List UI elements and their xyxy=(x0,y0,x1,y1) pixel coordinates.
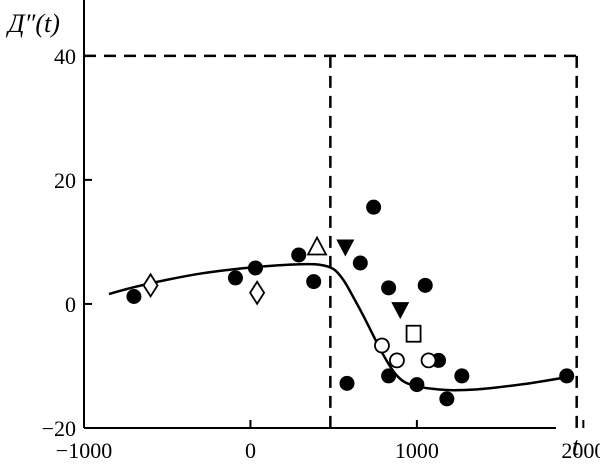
filled-circle-point xyxy=(306,274,322,290)
open-circle-point xyxy=(389,352,405,369)
filled-circle-point xyxy=(454,368,470,384)
data-points xyxy=(126,199,575,407)
x-axis-title: t xyxy=(572,432,580,461)
filled-circle-point xyxy=(559,368,575,384)
y-axis-title: Д″(t) xyxy=(5,9,60,38)
open-diamond-point xyxy=(142,272,159,299)
x-tick-label: −1000 xyxy=(56,438,112,463)
filled-circle-point xyxy=(439,391,455,407)
x-tick-label: 0 xyxy=(245,438,256,463)
filled-triangle-point xyxy=(391,302,410,320)
filled-circle-point xyxy=(227,270,243,286)
open-square-point xyxy=(405,324,422,343)
filled-circle-point xyxy=(352,255,368,271)
filled-circle-point xyxy=(291,247,307,263)
open-circle-point xyxy=(374,337,390,354)
dashed-reference-lines xyxy=(84,54,578,428)
filled-circle-point xyxy=(409,377,425,393)
x-tick-label: 1000 xyxy=(395,438,439,463)
tick-labels: −1000 0 1000 2000 40 20 0 −20 xyxy=(42,44,600,463)
filled-circle-point xyxy=(126,288,142,304)
y-tick-label: 0 xyxy=(65,292,76,317)
fit-curve xyxy=(108,262,567,392)
ticks xyxy=(83,54,585,429)
open-triangle-point xyxy=(306,235,328,256)
filled-circle-point xyxy=(247,260,263,276)
open-diamond-point xyxy=(249,280,266,306)
y-tick-label: −20 xyxy=(42,416,76,441)
y-tick-label: 20 xyxy=(54,168,76,193)
x-tick-label: 2000 xyxy=(561,438,600,463)
filled-circle-point xyxy=(366,199,382,215)
filled-circle-point xyxy=(381,368,397,384)
open-circle-point xyxy=(420,352,437,369)
y-tick-label: 40 xyxy=(54,44,76,69)
filled-circle-point xyxy=(339,375,355,391)
filled-circle-point xyxy=(381,280,397,296)
axes xyxy=(83,0,556,429)
filled-triangle-point xyxy=(336,239,355,257)
fit-curve-line xyxy=(108,262,567,392)
filled-circle-point xyxy=(417,277,433,293)
